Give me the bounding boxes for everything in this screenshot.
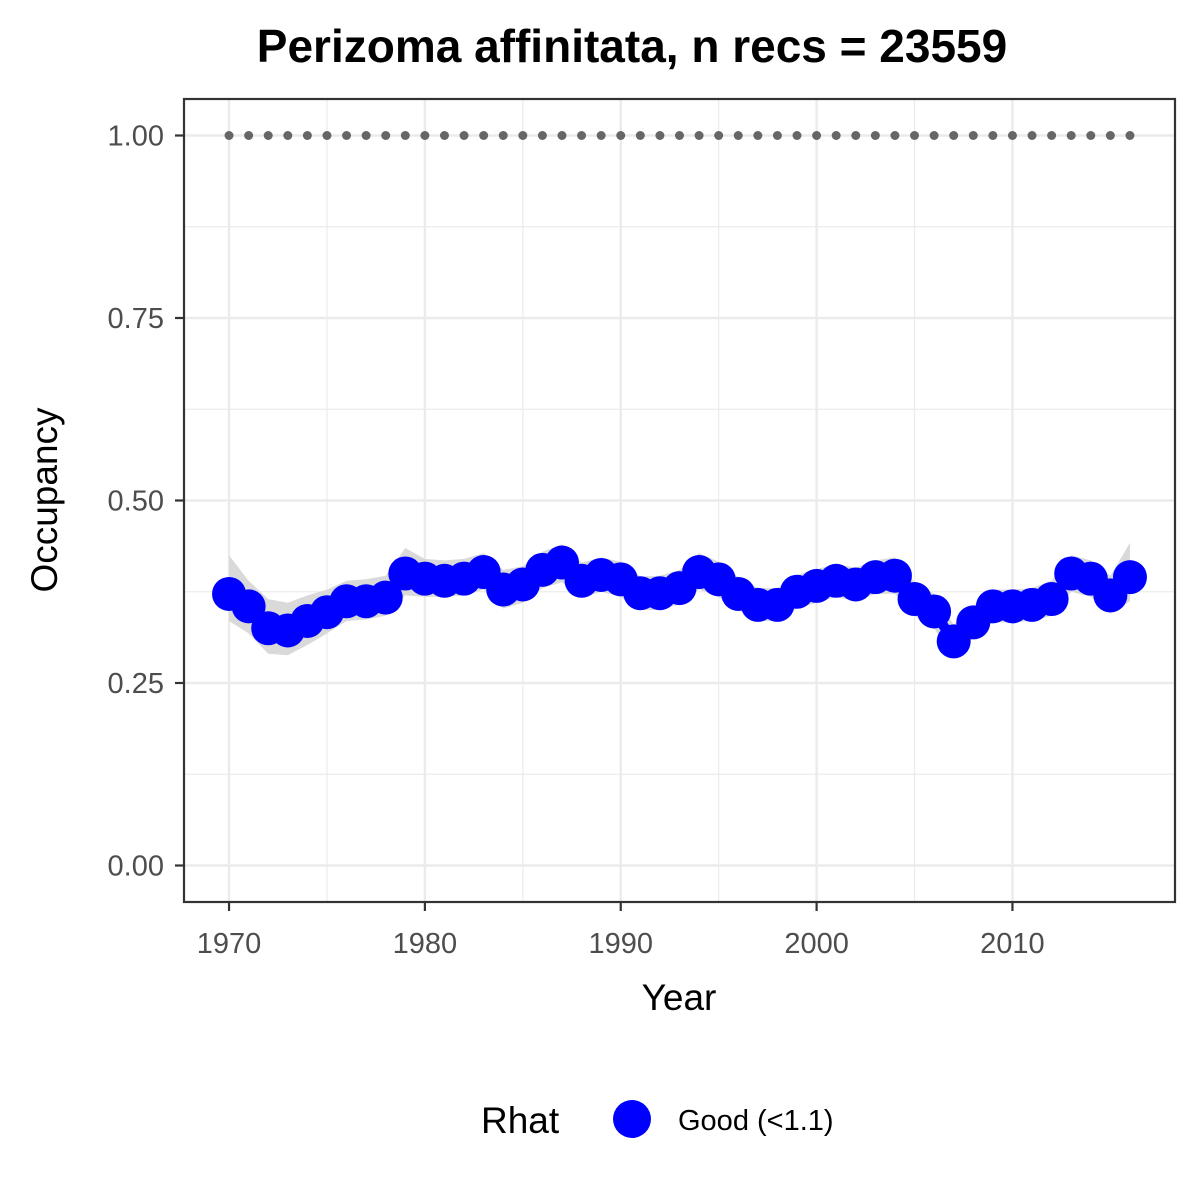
reference-point [479, 131, 489, 140]
reference-point [968, 131, 978, 140]
x-tick-label: 1970 [197, 928, 262, 960]
reference-point [224, 131, 234, 140]
reference-point [263, 131, 273, 140]
reference-point [655, 131, 665, 140]
reference-point [1007, 131, 1017, 140]
reference-point [439, 131, 449, 140]
reference-point [753, 131, 763, 140]
reference-point [988, 131, 998, 140]
reference-point [694, 131, 704, 140]
reference-points-layer [224, 131, 1135, 140]
reference-point [870, 131, 880, 140]
reference-point [498, 131, 508, 140]
reference-point [714, 131, 724, 140]
reference-point [831, 131, 841, 140]
x-axis-title: Year [642, 977, 717, 1018]
reference-point [910, 131, 920, 140]
reference-point [400, 131, 410, 140]
reference-point [244, 131, 254, 140]
reference-point [1027, 131, 1037, 140]
reference-point [733, 131, 743, 140]
reference-point [537, 131, 547, 140]
reference-point [596, 131, 606, 140]
reference-point [557, 131, 567, 140]
reference-point [635, 131, 645, 140]
series-points-layer [212, 545, 1147, 659]
reference-point [772, 131, 782, 140]
reference-point [1105, 131, 1115, 140]
data-point [368, 580, 403, 615]
reference-point [1125, 131, 1135, 140]
legend: Rhat Good (<1.1) [481, 1100, 834, 1141]
reference-point [361, 131, 371, 140]
reference-point [577, 131, 587, 140]
reference-point [890, 131, 900, 140]
reference-point [420, 131, 430, 140]
legend-key-good [613, 1100, 651, 1138]
y-axis: 0.00 0.25 0.50 0.75 1.00 [108, 121, 184, 883]
data-point [877, 558, 912, 593]
legend-label-good: Good (<1.1) [678, 1105, 834, 1137]
reference-point [518, 131, 528, 140]
reference-point [949, 131, 959, 140]
reference-point [812, 131, 822, 140]
reference-point [675, 131, 684, 140]
y-tick-label: 0.25 [108, 668, 164, 700]
y-tick-label: 0.75 [108, 303, 164, 335]
x-axis: 1970 1980 1990 2000 2010 [197, 902, 1045, 960]
y-tick-label: 1.00 [108, 121, 164, 153]
reference-point [302, 131, 312, 140]
reference-point [322, 131, 332, 140]
reference-point [792, 131, 802, 140]
data-point [231, 589, 266, 624]
legend-title: Rhat [481, 1100, 560, 1141]
y-tick-label: 0.50 [108, 486, 164, 518]
x-tick-label: 1990 [588, 928, 653, 960]
reference-point [851, 131, 861, 140]
data-point [1034, 582, 1069, 617]
reference-point [616, 131, 626, 140]
y-axis-title: Occupancy [24, 407, 65, 593]
reference-point [381, 131, 391, 140]
reference-point [1066, 131, 1076, 140]
reference-point [459, 131, 469, 140]
reference-point [283, 131, 293, 140]
reference-point [1086, 131, 1096, 140]
x-tick-label: 1980 [393, 928, 458, 960]
x-tick-label: 2000 [784, 928, 849, 960]
y-tick-label: 0.00 [108, 851, 164, 883]
reference-point [929, 131, 939, 140]
reference-point [342, 131, 352, 140]
x-tick-label: 2010 [980, 928, 1045, 960]
reference-point [1047, 131, 1057, 140]
data-point [917, 594, 952, 629]
chart-title: Perizoma affinitata, n recs = 23559 [257, 20, 1007, 72]
data-point [1112, 560, 1147, 595]
